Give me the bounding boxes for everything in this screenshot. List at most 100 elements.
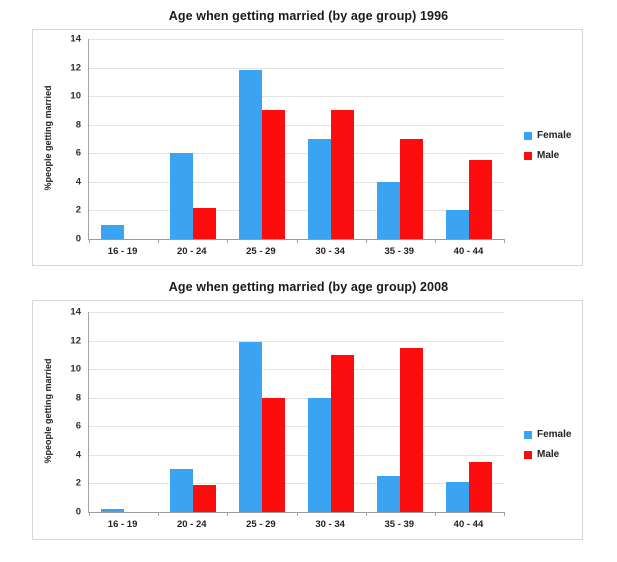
chart-box-2008: %people getting married 0 2 4 6 8 10 12 14 16 -… [32,300,583,540]
x-tick-label-25-29: 25 - 29 [246,246,276,257]
x-tick-label-35-39: 35 - 39 [384,519,415,530]
bar-female-25-29 [238,70,262,239]
x-tick-label-30-34: 30 - 34 [315,519,345,530]
bar-male-25-29 [261,110,285,239]
bar-female-16-19 [100,224,124,239]
x-axis-tick-mark [504,512,505,516]
x-axis-tick-mark [434,512,436,516]
bar-female-35-39 [377,181,401,239]
bar-male-35-39 [400,347,424,512]
chart-panel-2008: Age when getting married (by age group) … [0,266,617,540]
x-axis-labels: 16 - 19 20 - 24 25 - 29 30 - 34 35 - 39 40 - … [88,519,503,530]
y-tick-label-0: 0 [75,506,81,518]
legend-marker-male-icon [524,151,532,160]
bar-group-25-29 [227,312,296,512]
gridline-12 [89,340,504,342]
bar-group-40-44 [435,39,504,239]
bar-male-35-39 [400,139,424,239]
y-axis-tick-labels: 0 2 4 6 8 10 12 14 [33,34,81,245]
gridline-14 [89,39,504,40]
x-axis-tick-mark [158,512,160,516]
gridline-12 [89,67,504,69]
bar-female-40-44 [446,210,470,239]
bar-group-16-19 [89,312,158,512]
gridline-4 [89,454,504,456]
bar-group-25-29 [227,39,296,239]
x-tick-label-16-19: 16 - 19 [107,519,138,530]
bar-female-30-34 [308,139,332,239]
x-axis-tick-mark [227,512,229,516]
bar-male-40-44 [469,160,493,239]
bar-female-16-19 [100,509,124,512]
y-tick-label-2: 2 [75,204,81,216]
x-tick-label-35-39: 35 - 39 [384,246,415,257]
x-axis-labels: 16 - 19 20 - 24 25 - 29 30 - 34 35 - 39 40 - … [88,246,503,257]
legend: Female Male [524,130,571,161]
x-tick-label-20-24: 20 - 24 [176,246,207,257]
legend-marker-female-icon [524,131,532,140]
bar-female-40-44 [446,482,470,512]
gridline-4 [89,181,504,183]
bar-group-35-39 [366,312,435,512]
x-axis-tick-mark [296,512,298,516]
x-tick-label-40-44: 40 - 44 [453,246,484,257]
x-tick-label-20-24: 20 - 24 [176,519,207,530]
bar-male-20-24 [192,207,216,239]
y-tick-label-4: 4 [75,449,81,461]
legend-label-male: Male [537,449,560,460]
chart-title-1996: Age when getting married (by age group) … [168,9,449,23]
gridline-14 [89,312,504,313]
gridline-10 [89,96,504,98]
y-tick-label-0: 0 [75,233,81,245]
legend-item-female: Female [524,130,571,141]
y-tick-label-8: 8 [75,119,81,131]
x-axis-tick-mark [227,239,229,243]
bar-male-30-34 [331,354,355,512]
bar-group-35-39 [366,39,435,239]
gridline-8 [89,124,504,126]
x-axis-tick-mark [365,512,367,516]
legend: Female Male [524,429,571,460]
y-axis-tick-labels: 0 2 4 6 8 10 12 14 [33,307,81,518]
bar-female-20-24 [169,469,193,512]
gridline-6 [89,426,504,428]
y-tick-label-6: 6 [75,420,81,432]
gridline-2 [89,210,504,212]
plot-area [88,39,505,243]
legend-marker-female-icon [524,430,532,439]
x-tick-label-25-29: 25 - 29 [246,519,276,530]
bar-female-20-24 [169,153,193,239]
legend-item-female: Female [524,429,571,440]
y-tick-label-6: 6 [75,147,81,159]
chart-box-1996: %people getting married 0 2 4 6 8 10 12 14 16 -… [32,29,583,266]
gridline-10 [89,369,504,371]
bar-group-20-24 [158,39,227,239]
x-axis-tick-mark [158,239,160,243]
x-axis-tick-mark [434,239,436,243]
chart-title-2008: Age when getting married (by age group) … [168,280,449,294]
x-axis-tick-mark [89,239,90,243]
x-axis-tick-mark [504,239,505,243]
x-tick-label-16-19: 16 - 19 [107,246,138,257]
bar-group-20-24 [158,312,227,512]
x-axis-tick-mark [296,239,298,243]
bar-group-30-34 [297,312,366,512]
y-tick-label-12: 12 [70,335,81,347]
y-tick-label-10: 10 [70,90,81,102]
x-tick-label-40-44: 40 - 44 [453,519,484,530]
y-tick-label-4: 4 [75,176,81,188]
y-tick-label-14: 14 [70,33,81,45]
legend-marker-male-icon [524,450,532,459]
bar-male-30-34 [331,110,355,239]
y-tick-label-8: 8 [75,392,81,404]
x-axis-tick-mark [89,512,90,516]
bar-group-40-44 [435,312,504,512]
gridline-8 [89,397,504,399]
bar-female-35-39 [377,476,401,512]
chart-panel-1996: Age when getting married (by age group) … [0,0,617,266]
y-tick-label-10: 10 [70,363,81,375]
legend-item-male: Male [524,449,571,460]
bar-male-40-44 [469,462,493,512]
bar-group-16-19 [89,39,158,239]
